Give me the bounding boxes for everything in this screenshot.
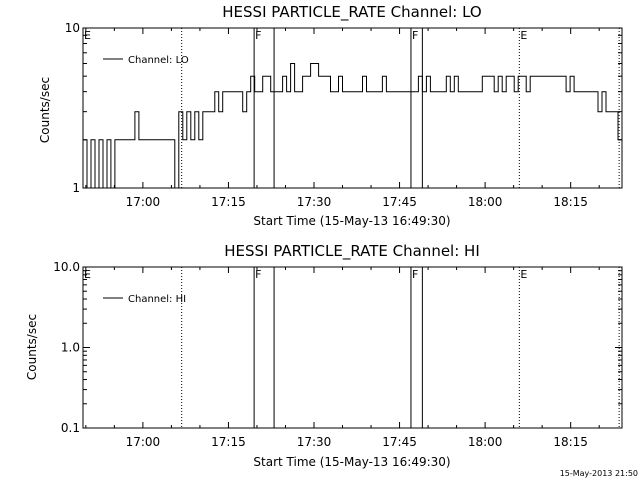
plot-frame-lo [82,27,623,189]
flag-label-hi: F [412,268,418,281]
flag-label-lo: E [84,29,91,42]
footer-timestamp: 15-May-2013 21:50 [560,469,638,478]
flag-label-lo: F [255,29,261,42]
x-tick-label-lo: 17:00 [126,195,161,209]
flag-label-hi: F [255,268,261,281]
x-tick-label-hi: 18:00 [468,435,503,449]
x-axis-label-hi: Start Time (15-May-13 16:49:30) [253,455,450,469]
legend-label-lo: Channel: LO [128,55,189,66]
y-tick-label-lo: 1 [72,181,80,195]
y-axis-label-lo: Counts/sec [38,77,52,143]
flag-label-lo: F [412,29,418,42]
y-tick-label-hi: 0.1 [61,421,80,435]
plot-frame-hi [82,266,623,429]
x-tick-label-lo: 17:45 [382,195,417,209]
flag-label-hi: E [520,268,527,281]
y-axis-label-hi: Counts/sec [25,314,39,380]
x-tick-label-lo: 18:15 [553,195,588,209]
x-tick-label-hi: 17:45 [382,435,417,449]
panel-hi: HESSI PARTICLE_RATE Channel: HI Start Ti… [25,242,623,469]
x-tick-label-lo: 18:00 [468,195,503,209]
chart-title-hi: HESSI PARTICLE_RATE Channel: HI [224,242,480,261]
flag-label-hi: E [84,268,91,281]
y-tick-label-lo: 10 [65,21,80,35]
x-tick-label-hi: 17:15 [211,435,246,449]
series-line-lo [83,63,622,189]
chart-title-lo: HESSI PARTICLE_RATE Channel: LO [222,3,481,22]
x-tick-label-hi: 17:30 [297,435,332,449]
x-tick-label-hi: 17:00 [126,435,161,449]
x-tick-label-lo: 17:30 [297,195,332,209]
legend-label-hi: Channel: HI [128,294,186,305]
flag-label-lo: E [520,29,527,42]
x-axis-label-lo: Start Time (15-May-13 16:49:30) [253,214,450,228]
x-tick-label-lo: 17:15 [211,195,246,209]
y-tick-label-hi: 1.0 [61,341,80,355]
y-tick-label-hi: 10.0 [53,260,80,274]
panel-lo: HESSI PARTICLE_RATE Channel: LO Start Ti… [38,3,623,228]
x-tick-label-hi: 18:15 [553,435,588,449]
